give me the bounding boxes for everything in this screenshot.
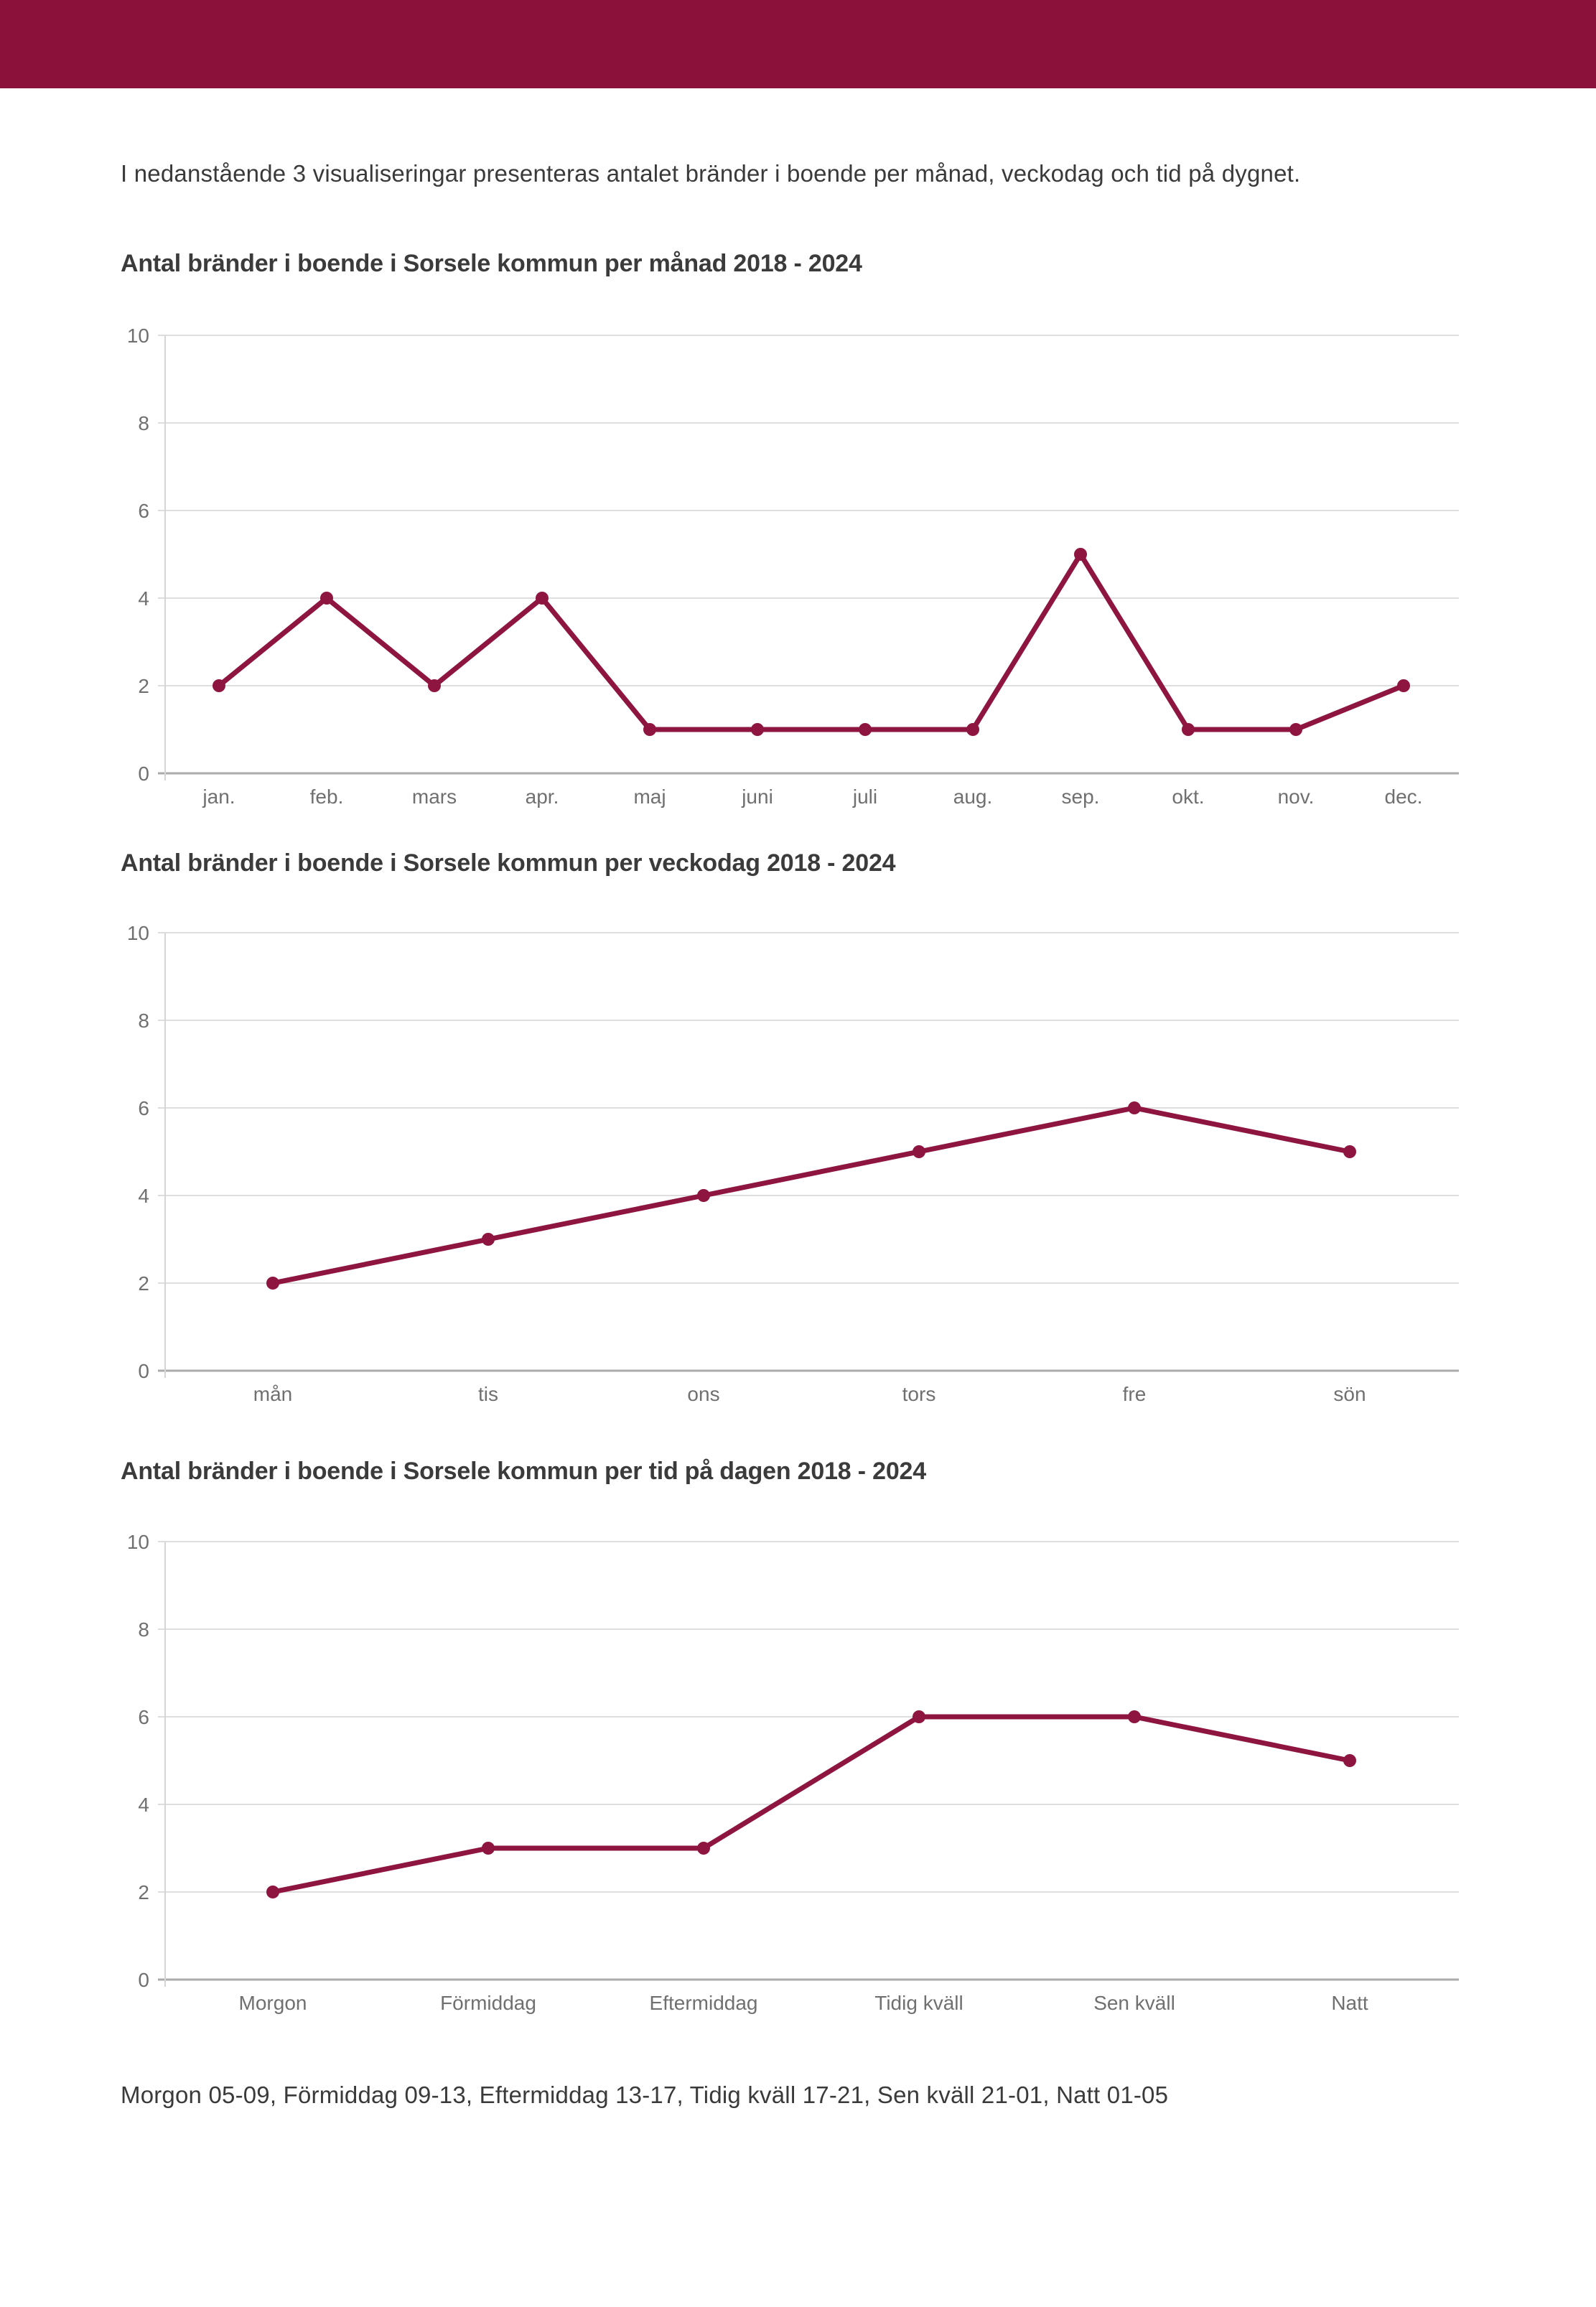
x-tick-label: apr. [526,786,559,808]
chart-point [913,1145,925,1158]
x-tick-label: aug. [953,786,993,808]
chart-point [643,723,656,736]
x-tick-label: ons [687,1383,719,1405]
chart-point [1397,679,1410,692]
x-tick-label: sep. [1062,786,1100,808]
y-tick-label: 10 [127,922,149,944]
x-tick-label: Tidig kväll [874,1992,963,2014]
y-tick-label: 6 [138,1097,149,1119]
x-tick-label: Morgon [239,1992,307,2014]
chart-point [1128,1101,1141,1114]
chart-title-per-time-of-day: Antal bränder i boende i Sorsele kommun … [121,1458,926,1485]
y-tick-label: 6 [138,1706,149,1728]
chart-point [213,679,225,692]
y-tick-label: 4 [138,1185,149,1207]
chart-line [270,1714,1353,1895]
x-tick-label: Natt [1331,1992,1368,2014]
header-bar [0,0,1596,88]
chart-point [428,679,441,692]
x-tick-label: Förmiddag [440,1992,536,2014]
chart-point [1289,723,1302,736]
chart-point [966,723,979,736]
x-tick-label: tors [902,1383,936,1405]
chart-line [216,551,1406,732]
chart-point [1343,1145,1356,1158]
x-tick-label: mars [412,786,457,808]
chart-point [697,1189,710,1202]
x-tick-label: fre [1123,1383,1147,1405]
intro-text: I nedanstående 3 visualiseringar present… [121,160,1301,187]
y-tick-label: 4 [138,1794,149,1816]
chart-point [751,723,764,736]
y-tick-label: 8 [138,1618,149,1641]
chart-point [266,1886,279,1898]
y-tick-label: 8 [138,412,149,434]
chart-point [859,723,872,736]
y-tick-label: 2 [138,675,149,697]
chart-point [1343,1754,1356,1767]
x-tick-label: nov. [1278,786,1315,808]
x-tick-label: dec. [1385,786,1423,808]
chart-point [913,1710,925,1723]
chart-point [1182,723,1195,736]
chart-point [266,1277,279,1290]
y-tick-label: 0 [138,763,149,785]
y-tick-label: 2 [138,1881,149,1903]
x-tick-label: Eftermiddag [650,1992,758,2014]
y-tick-label: 10 [127,325,149,347]
chart-point [1074,548,1087,561]
y-tick-label: 6 [138,500,149,522]
y-tick-label: 0 [138,1969,149,1991]
chart-point [1128,1710,1141,1723]
chart-title-per-weekday: Antal bränder i boende i Sorsele kommun … [121,849,896,877]
y-tick-label: 8 [138,1010,149,1032]
chart-point [482,1842,495,1855]
line-chart-per-time-of-day: 0 2 4 6 8 10 Morgon Förmiddag Eftermiddag Tidig k… [127,1531,1459,2014]
time-ranges-note: Morgon 05-09, Förmiddag 09-13, Eftermidd… [121,2082,1169,2108]
chart-line [270,1105,1353,1286]
x-tick-label: jan. [202,786,235,808]
chart-point [536,592,549,605]
y-tick-label: 10 [127,1531,149,1553]
y-tick-label: 4 [138,587,149,610]
x-tick-label: juni [741,786,773,808]
y-tick-label: 2 [138,1272,149,1295]
x-tick-label: maj [633,786,666,808]
line-chart-per-weekday: 0 2 4 6 8 10 mån tis ons tors fre sön [127,922,1459,1405]
x-tick-label: sön [1333,1383,1366,1405]
x-tick-label: Sen kväll [1093,1992,1175,2014]
x-tick-label: mån [253,1383,292,1405]
x-tick-label: tis [478,1383,498,1405]
x-tick-label: feb. [310,786,344,808]
line-chart-per-month: 0 2 4 6 8 10 jan. feb. mars apr. maj juni juli aug. se… [127,325,1459,808]
chart-title-per-month: Antal bränder i boende i Sorsele kommun … [121,250,862,277]
chart-point [482,1233,495,1246]
x-tick-label: juli [852,786,877,808]
chart-point [320,592,333,605]
y-tick-label: 0 [138,1360,149,1382]
x-tick-label: okt. [1172,786,1204,808]
chart-point [697,1842,710,1855]
